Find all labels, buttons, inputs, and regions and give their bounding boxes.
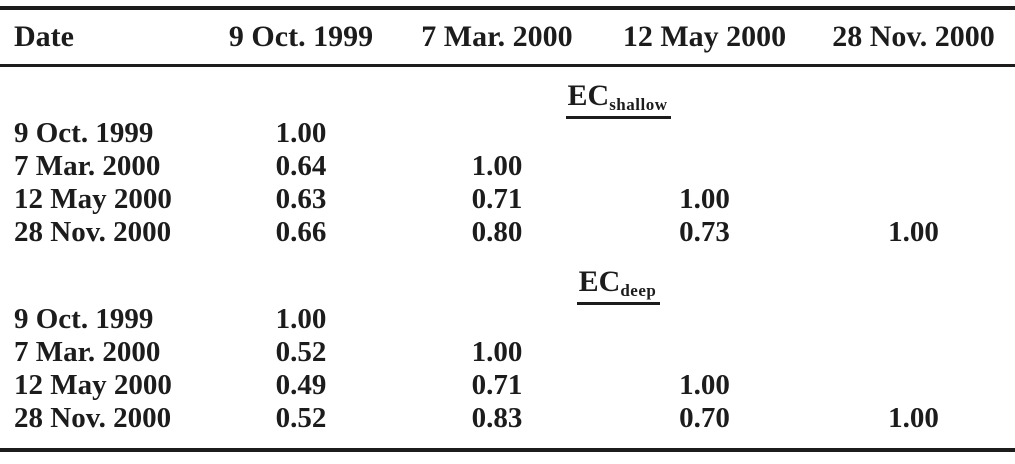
cell-value: 1.00	[679, 183, 730, 215]
ec-shallow-label: ECshallow	[565, 77, 672, 119]
table-row: 7 Mar. 2000 0.64 1.00	[0, 150, 1015, 183]
cell-value: 0.70	[679, 402, 730, 434]
column-header-7-mar-2000: 7 Mar. 2000	[421, 20, 573, 53]
cell-value: 1.00	[888, 216, 939, 248]
row-label: 12 May 2000	[14, 183, 172, 215]
cell-value: 0.66	[275, 216, 327, 248]
row-label: 12 May 2000	[14, 369, 172, 401]
table-row: 12 May 2000 0.49 0.71 1.00	[0, 369, 1015, 402]
table-row: 9 Oct. 1999 1.00	[0, 117, 1015, 150]
ec-shallow-label-subscript: shallow	[609, 95, 668, 114]
header-rule	[0, 64, 1015, 67]
row-label: 9 Oct. 1999	[14, 303, 154, 335]
table-row: 9 Oct. 1999 1.00	[0, 303, 1015, 336]
table-row: 28 Nov. 2000 0.66 0.80 0.73 1.00	[0, 216, 1015, 249]
table-header-row: Date 9 Oct. 1999 7 Mar. 2000 12 May 2000…	[0, 10, 1015, 64]
row-label: 7 Mar. 2000	[14, 336, 161, 368]
cell-value: 1.00	[275, 303, 327, 335]
bottom-rule	[0, 448, 1015, 452]
table-row: 28 Nov. 2000 0.52 0.83 0.70 1.00	[0, 402, 1015, 435]
section-header-ec-shallow: ECshallow	[0, 77, 1015, 119]
cell-value: 0.64	[275, 150, 327, 182]
cell-value: 1.00	[275, 117, 327, 149]
cell-value: 0.73	[679, 216, 730, 248]
column-header-28-nov-2000: 28 Nov. 2000	[832, 20, 995, 53]
cell-value: 0.52	[275, 402, 327, 434]
column-header-9-oct-1999: 9 Oct. 1999	[228, 20, 374, 53]
cell-value: 0.49	[275, 369, 327, 401]
cell-value: 0.80	[471, 216, 523, 248]
column-header-12-may-2000: 12 May 2000	[622, 20, 787, 53]
cell-value: 0.71	[471, 183, 523, 215]
cell-value: 0.52	[275, 336, 327, 368]
cell-value: 0.83	[471, 402, 523, 434]
row-label: 9 Oct. 1999	[14, 117, 154, 149]
cell-value: 1.00	[888, 402, 939, 434]
table-row: 7 Mar. 2000 0.52 1.00	[0, 336, 1015, 369]
column-header-date: Date	[14, 20, 74, 53]
ec-deep-label-subscript: deep	[620, 281, 657, 300]
cell-value: 1.00	[471, 336, 523, 368]
ec-deep-label-main: EC	[578, 265, 621, 298]
row-label: 7 Mar. 2000	[14, 150, 161, 182]
row-label: 28 Nov. 2000	[14, 402, 172, 434]
cell-value: 1.00	[679, 369, 730, 401]
ec-shallow-label-main: EC	[567, 79, 610, 112]
table-row: 12 May 2000 0.63 0.71 1.00	[0, 183, 1015, 216]
section-header-ec-deep: ECdeep	[0, 263, 1015, 305]
cell-value: 0.63	[275, 183, 327, 215]
top-rule	[0, 6, 1015, 10]
cell-value: 0.71	[471, 369, 523, 401]
ec-deep-label: ECdeep	[576, 263, 661, 305]
cell-value: 1.00	[471, 150, 523, 182]
row-label: 28 Nov. 2000	[14, 216, 172, 248]
